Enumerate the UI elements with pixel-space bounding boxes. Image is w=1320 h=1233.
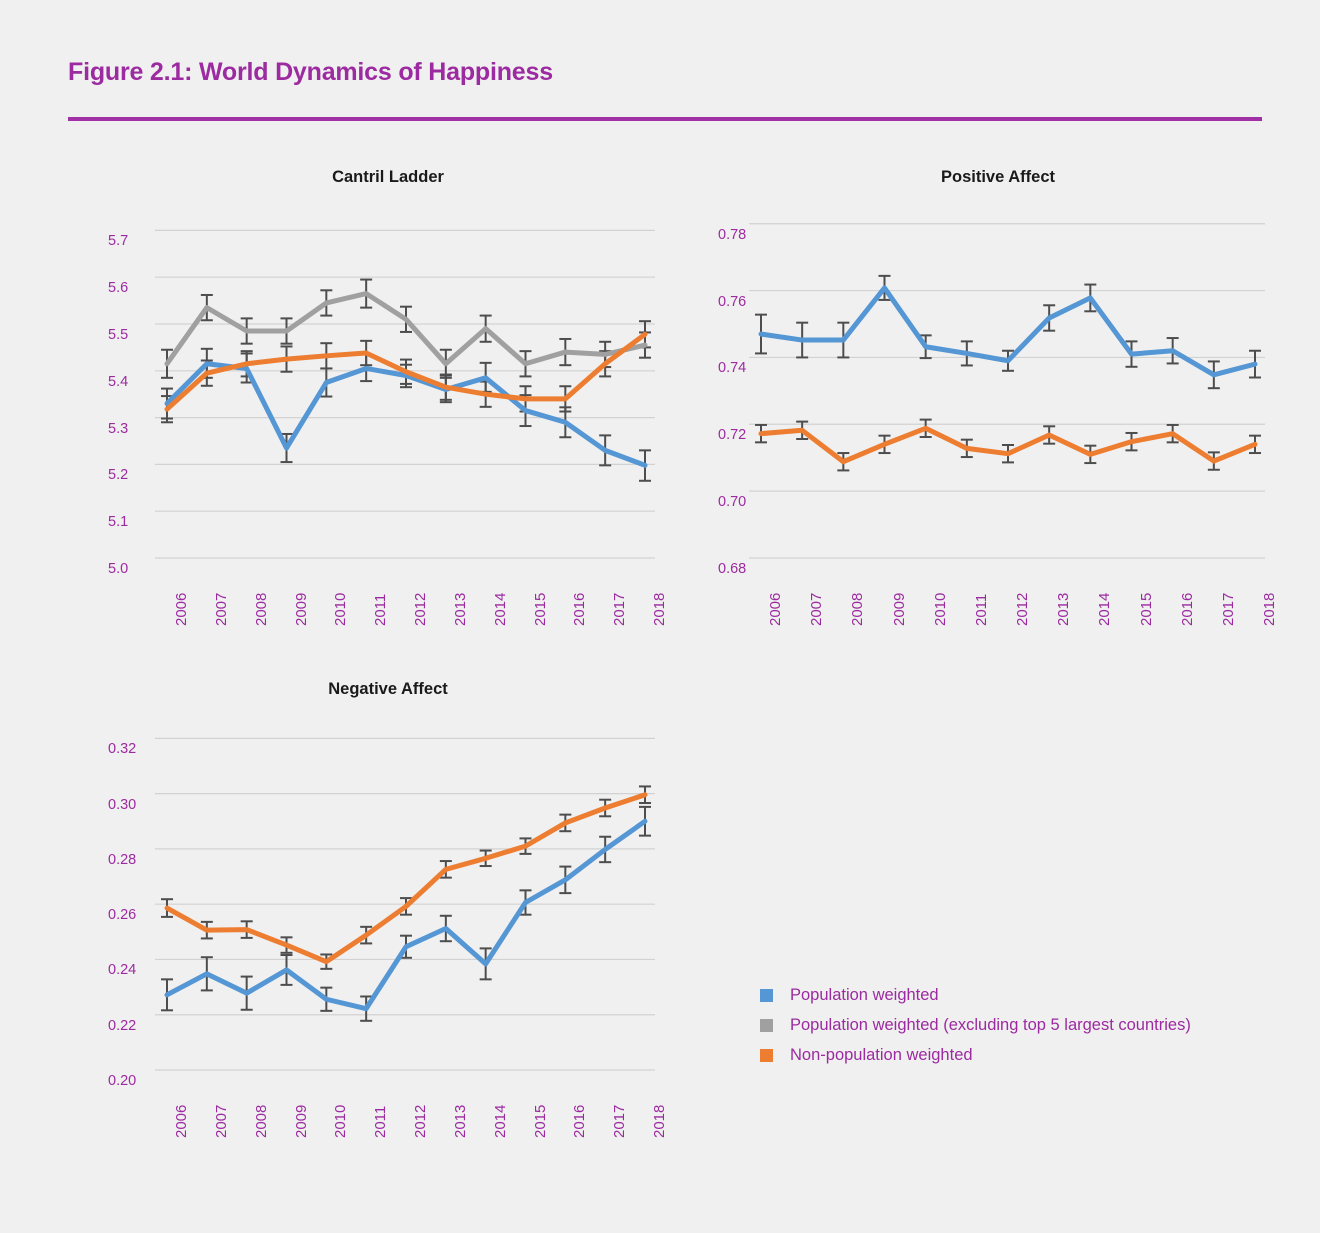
gridlines — [155, 229, 655, 559]
series-line-non-population-weighted — [164, 792, 648, 965]
x-axis-tick-label: 2014 — [491, 592, 509, 626]
page-title: Figure 2.1: World Dynamics of Happiness — [68, 58, 553, 86]
x-axis-tick-label: 2009 — [292, 1104, 310, 1138]
y-axis-tick-label: 0.70 — [718, 494, 747, 511]
y-axis-tick-label: 5.0 — [108, 561, 129, 577]
chart-panel-cantril-ladder: Cantril Ladder 5.0 5.1 5.2 5.3 5.4 5.5 5.6 5.7 2… — [108, 168, 668, 628]
y-axis-tick-label: 0.74 — [718, 360, 747, 377]
x-axis-tick-label: 2013 — [1055, 592, 1073, 626]
y-axis-tick-label: 0.76 — [718, 293, 747, 310]
x-axis-tick-label: 2006 — [767, 592, 784, 626]
error-bars-population-weighted — [755, 274, 1261, 390]
x-axis-tick-label: 2014 — [1096, 592, 1114, 626]
y-axis-tick-label: 5.2 — [108, 467, 129, 484]
y-axis-tick-label: 5.4 — [108, 373, 129, 390]
y-axis-tick-label: 5.6 — [108, 280, 129, 297]
series-line-population-weighted — [164, 818, 648, 1012]
y-axis-tick-label: 5.7 — [108, 233, 129, 250]
x-axis-tick-label: 2017 — [611, 592, 629, 626]
chart-panel-negative-affect: Negative Affect 0.20 0.22 0.24 0.26 0.28 0.30… — [108, 680, 668, 1140]
x-axis-tick-label: 2013 — [451, 1104, 469, 1138]
x-axis-tick-label: 2006 — [173, 592, 190, 626]
chart-plot-area — [155, 229, 655, 559]
chart-plot-area — [155, 737, 655, 1071]
y-axis-tick-label: 5.5 — [108, 327, 129, 343]
x-axis-tick-label: 2017 — [1219, 592, 1237, 626]
legend-item-population-weighted-excl-top5[interactable]: Population weighted (excluding top 5 lar… — [760, 1010, 1191, 1040]
legend-item-label: Population weighted (excluding top 5 lar… — [790, 1015, 1191, 1034]
y-axis-tick-label: 0.68 — [718, 561, 747, 577]
x-axis-tick-label: 2018 — [651, 1104, 668, 1138]
x-axis-tick-label: 2013 — [451, 592, 469, 626]
y-axis-tick-label: 5.1 — [108, 514, 129, 531]
x-axis-tick-label: 2012 — [412, 1104, 429, 1138]
series-line-population-weighted-excluding-top-5-largest-countries — [164, 291, 648, 367]
x-axis-tick-label: 2011 — [972, 593, 990, 626]
series-line-non-population-weighted — [164, 331, 648, 412]
x-axis-tick-label: 2016 — [1178, 592, 1196, 626]
error-bars-non-population-weighted — [755, 418, 1261, 472]
x-axis-tick-label: 2018 — [1261, 592, 1278, 626]
y-axis-tick-label: 0.26 — [108, 907, 137, 924]
legend-item-label: Population weighted — [790, 985, 939, 1004]
chart-title: Negative Affect — [328, 680, 448, 698]
chart-legend: Population weighted Population weighted (… — [760, 980, 1191, 1070]
x-axis-tick-label: 2008 — [849, 592, 867, 626]
x-axis-tick-label: 2012 — [1014, 592, 1031, 626]
legend-item-population-weighted[interactable]: Population weighted — [760, 980, 1191, 1010]
x-axis-tick-label: 2015 — [1137, 592, 1155, 626]
y-axis-tick-label: 0.22 — [108, 1017, 137, 1034]
x-axis-tick-label: 2010 — [332, 1104, 350, 1138]
x-axis-tick-label: 2006 — [173, 1104, 190, 1138]
y-axis-tick-label: 0.32 — [108, 741, 137, 758]
y-axis-tick-label: 0.72 — [718, 427, 747, 444]
series-line-non-population-weighted — [758, 425, 1258, 465]
y-axis-tick-label: 0.30 — [108, 796, 137, 813]
title-divider — [68, 117, 1262, 121]
legend-swatch-icon — [760, 1048, 773, 1062]
y-axis-tick-label: 0.20 — [108, 1073, 137, 1089]
y-axis-tick-label: 0.28 — [108, 851, 137, 868]
chart-title: Positive Affect — [940, 168, 1055, 186]
chart-panel-positive-affect: Positive Affect 0.68 0.70 0.72 0.74 0.76 0.78… — [718, 168, 1278, 628]
x-axis-tick-label: 2007 — [808, 592, 826, 626]
chart-plot-area — [749, 223, 1265, 559]
x-axis-tick-label: 2010 — [931, 592, 949, 626]
x-axis-tick-label: 2009 — [292, 592, 310, 626]
legend-swatch-icon — [760, 1018, 773, 1032]
x-axis-tick-label: 2010 — [332, 592, 350, 626]
y-axis-tick-label: 5.3 — [108, 420, 129, 437]
x-axis-tick-label: 2014 — [491, 1104, 509, 1138]
chart-title: Cantril Ladder — [332, 168, 444, 186]
x-axis-tick-label: 2018 — [651, 592, 668, 626]
x-axis-tick-label: 2007 — [212, 1104, 230, 1138]
x-axis-tick-label: 2007 — [212, 592, 230, 626]
legend-item-non-population-weighted[interactable]: Non-population weighted — [760, 1040, 1191, 1070]
legend-swatch-icon — [760, 988, 773, 1002]
legend-item-label: Non-population weighted — [790, 1045, 973, 1064]
x-axis-tick-label: 2015 — [531, 592, 549, 626]
series-line-population-weighted — [164, 361, 648, 468]
x-axis-tick-label: 2011 — [372, 593, 390, 626]
x-axis-tick-label: 2012 — [412, 592, 429, 626]
series-line-population-weighted — [758, 285, 1258, 378]
x-axis-tick-label: 2008 — [252, 1104, 270, 1138]
x-axis-tick-label: 2015 — [531, 1104, 549, 1138]
x-axis-tick-label: 2008 — [252, 592, 270, 626]
y-axis-tick-label: 0.78 — [718, 226, 747, 243]
x-axis-tick-label: 2016 — [571, 592, 589, 626]
x-axis-tick-label: 2009 — [890, 592, 908, 626]
x-axis-tick-label: 2016 — [571, 1104, 589, 1138]
x-axis-tick-label: 2017 — [611, 1104, 629, 1138]
x-axis-tick-label: 2011 — [372, 1105, 390, 1138]
gridlines — [749, 223, 1265, 559]
y-axis-tick-label: 0.24 — [108, 962, 137, 979]
